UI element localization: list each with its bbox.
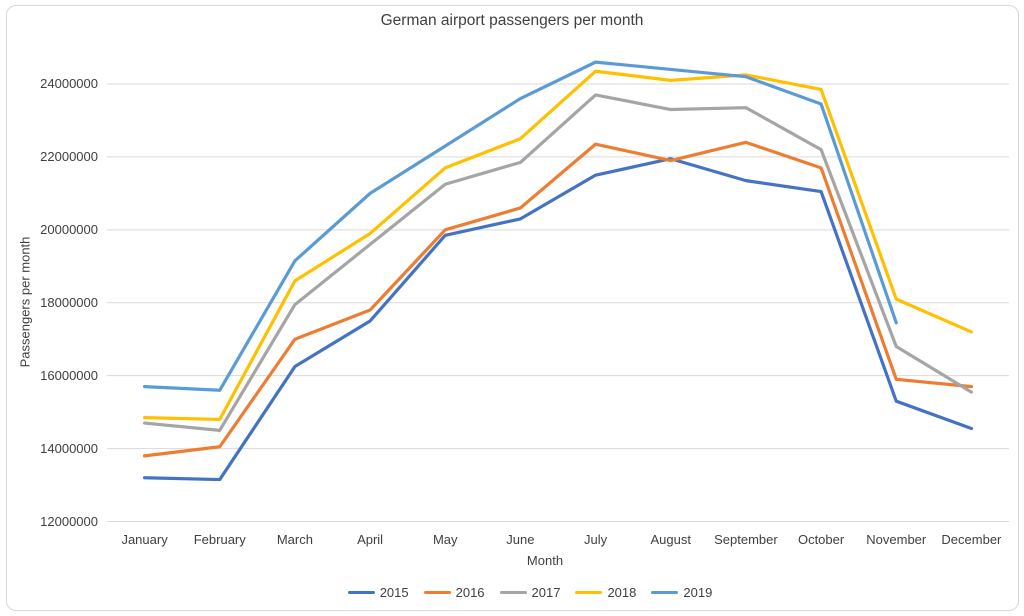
series-line-2018 (142, 69, 974, 422)
legend: 2015 2016 2017 2018 2019 (0, 585, 1024, 600)
series-line-2016 (142, 140, 974, 458)
y-tick-label: 14000000 (40, 440, 98, 456)
series-line-2019 (142, 60, 898, 392)
legend-label: 2015 (379, 585, 409, 600)
x-tick-label-september: September (714, 532, 778, 547)
y-tick-label: 12000000 (40, 513, 98, 529)
x-tick-label-october: October (797, 532, 845, 547)
chart-title: German airport passengers per month (380, 12, 644, 29)
chart-border (6, 5, 1019, 611)
series-line-2015 (142, 157, 974, 482)
legend-item-2017: 2017 (499, 585, 561, 600)
y-tick-label: 16000000 (40, 367, 98, 383)
x-tick-label-january: January (121, 532, 168, 547)
legend-line-swatch (575, 591, 603, 594)
legend-label: 2018 (607, 585, 637, 600)
legend-item-2018: 2018 (575, 585, 636, 600)
x-tick-label-april: April (357, 532, 384, 547)
legend-item-2016: 2016 (423, 585, 485, 600)
y-tick-label: 20000000 (40, 221, 98, 237)
x-tick-label-november: November (866, 532, 927, 547)
legend-line-swatch (651, 591, 679, 594)
legend-item-2015: 2015 (347, 585, 409, 600)
x-tick-label-may: May (432, 532, 458, 547)
x-tick-label-march: March (276, 532, 313, 547)
x-tick-label-august: August (650, 532, 691, 547)
x-axis-title: Month (526, 553, 564, 568)
legend-line-swatch (347, 591, 375, 594)
legend-line-swatch (423, 591, 451, 594)
legend-line-swatch (499, 591, 527, 594)
x-tick-label-february: February (193, 532, 246, 547)
y-tick-label: 22000000 (40, 148, 98, 164)
legend-label: 2016 (455, 585, 485, 600)
legend-label: 2019 (683, 585, 713, 600)
legend-item-2019: 2019 (651, 585, 712, 600)
x-tick-label-june: June (506, 532, 535, 547)
series-line-2017 (142, 93, 974, 432)
legend-label: 2017 (531, 585, 561, 600)
y-tick-label: 18000000 (40, 294, 98, 310)
y-tick-label: 24000000 (40, 76, 98, 91)
x-tick-label-december: December (941, 532, 1002, 547)
x-tick-label-july: July (584, 532, 608, 547)
